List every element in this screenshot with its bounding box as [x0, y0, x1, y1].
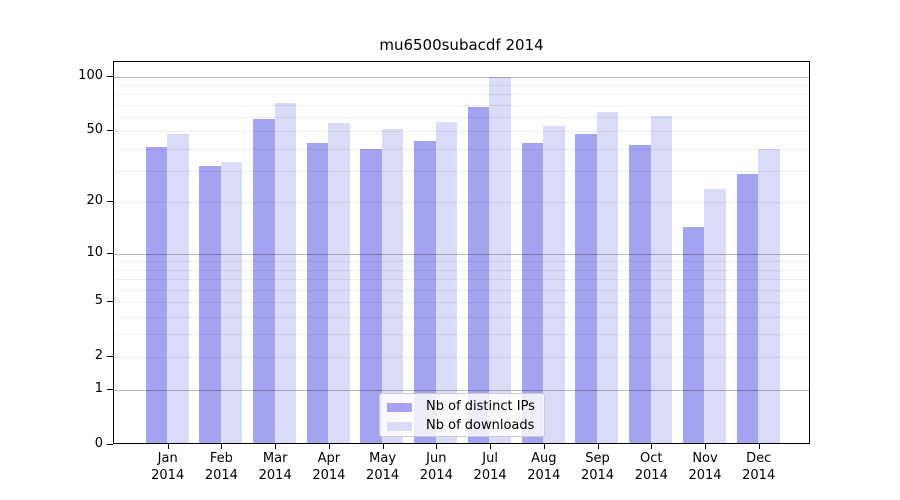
downloads-swatch-icon [387, 421, 412, 431]
legend-label-downloads: Nb of downloads [426, 418, 535, 433]
y-tick-mark-100 [107, 75, 113, 77]
bar-distinct-ips-apr [306, 142, 329, 443]
legend-item-distinct-ips: Nb of distinct IPs [387, 398, 544, 416]
x-tick-mark-apr [328, 444, 330, 449]
bar-downloads-oct [650, 116, 673, 443]
x-tick-mark-oct [651, 444, 653, 449]
legend-item-downloads: Nb of downloads [387, 417, 544, 435]
gridline-5 [114, 302, 809, 303]
distinct-ips-swatch-icon [387, 402, 412, 412]
gridline-60 [114, 116, 809, 118]
y-tick-label-5: 5 [94, 293, 103, 308]
bar-downloads-jun [435, 121, 458, 443]
bar-distinct-ips-nov [682, 226, 705, 443]
gridline-50 [114, 131, 809, 133]
bar-downloads-sep [596, 112, 619, 443]
y-tick-mark-20 [107, 201, 113, 202]
x-tick-label-jun: Jun 2014 [419, 451, 453, 483]
y-tick-label-100: 100 [78, 67, 103, 83]
x-tick-mark-jan [167, 444, 169, 449]
x-tick-label-nov: Nov 2014 [688, 451, 722, 483]
bar-distinct-ips-sep [575, 134, 597, 443]
x-tick-mark-aug [543, 444, 545, 449]
gridline-80 [114, 94, 809, 96]
bar-downloads-feb [220, 161, 243, 443]
gridline-9 [114, 261, 809, 263]
x-tick-label-jul: Jul 2014 [473, 451, 507, 483]
x-tick-label-oct: Oct 2014 [634, 451, 668, 483]
gridline-8 [114, 269, 809, 271]
gridline-100 [114, 76, 809, 78]
y-tick-label-2: 2 [94, 348, 103, 364]
x-tick-label-mar: Mar 2014 [258, 451, 292, 483]
legend: Nb of distinct IPs Nb of downloads [379, 393, 545, 437]
y-tick-label-1: 1 [94, 380, 103, 396]
x-tick-label-aug: Aug 2014 [527, 451, 561, 483]
x-tick-mark-jul [490, 444, 492, 449]
gridline-7 [114, 279, 809, 280]
y-tick-label-50: 50 [86, 122, 103, 138]
bar-downloads-mar [274, 102, 296, 443]
gridline-4 [114, 316, 809, 318]
x-tick-mark-jun [436, 444, 438, 449]
bar-downloads-nov [704, 189, 726, 443]
x-tick-label-jan: Jan 2014 [151, 451, 185, 483]
x-tick-mark-dec [758, 444, 760, 449]
gridline-20 [114, 202, 809, 203]
bar-distinct-ips-jan [145, 146, 167, 443]
bar-distinct-ips-oct [629, 144, 651, 443]
chart-title: mu6500subacdf 2014 [379, 36, 544, 54]
bar-downloads-jul [489, 77, 511, 443]
bar-distinct-ips-dec [736, 174, 758, 443]
gridline-70 [114, 104, 809, 106]
y-tick-mark-50 [107, 130, 113, 132]
gridline-3 [114, 334, 809, 336]
y-tick-mark-2 [107, 356, 113, 358]
bar-downloads-apr [328, 123, 350, 443]
gridline-40 [114, 148, 809, 150]
x-tick-label-sep: Sep 2014 [580, 451, 615, 483]
x-tick-label-dec: Dec 2014 [742, 451, 776, 483]
y-tick-label-10: 10 [86, 244, 103, 260]
bar-distinct-ips-jun [414, 141, 436, 443]
y-tick-label-20: 20 [86, 193, 103, 208]
x-tick-label-apr: Apr 2014 [312, 451, 346, 483]
legend-label-distinct-ips: Nb of distinct IPs [426, 399, 535, 414]
y-tick-label-0: 0 [94, 436, 103, 451]
gridline-30 [114, 170, 809, 172]
x-tick-mark-feb [221, 444, 223, 449]
x-tick-mark-nov [705, 444, 706, 449]
bar-distinct-ips-mar [253, 119, 275, 443]
bar-downloads-dec [758, 148, 780, 443]
x-tick-label-feb: Feb 2014 [204, 451, 238, 483]
gridline-1 [114, 389, 809, 391]
plot-area [113, 61, 810, 444]
bar-distinct-ips-may [360, 148, 382, 443]
y-tick-mark-0 [107, 444, 113, 445]
gridline-90 [114, 85, 809, 86]
gridline-6 [114, 289, 809, 291]
x-tick-label-may: May 2014 [366, 451, 400, 483]
y-tick-mark-10 [107, 252, 113, 254]
gridline-2 [114, 357, 809, 359]
bar-distinct-ips-aug [521, 142, 544, 443]
y-tick-mark-5 [107, 301, 113, 302]
bar-distinct-ips-jul [467, 107, 490, 443]
y-tick-mark-1 [107, 388, 113, 390]
x-tick-mark-mar [275, 444, 277, 449]
bar-distinct-ips-feb [199, 166, 221, 443]
bar-downloads-aug [543, 126, 565, 443]
x-tick-mark-may [382, 444, 384, 449]
bar-downloads-may [381, 129, 404, 443]
gridline-10 [114, 253, 809, 255]
x-tick-mark-sep [597, 444, 599, 449]
bar-downloads-jan [167, 134, 189, 443]
